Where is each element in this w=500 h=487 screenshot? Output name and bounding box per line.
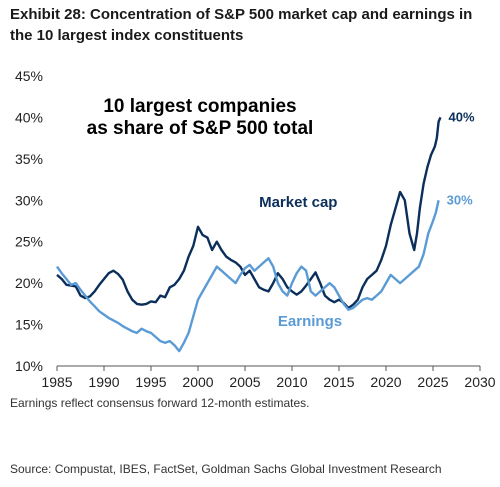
inset-annotation-line: 10 largest companies xyxy=(103,96,296,117)
y-tick-label: 30% xyxy=(15,192,43,208)
x-tick-label: 1985 xyxy=(41,374,72,390)
footnote: Earnings reflect consensus forward 12-mo… xyxy=(10,396,310,410)
x-tick-label: 1990 xyxy=(88,374,119,390)
x-tick-label: 1995 xyxy=(135,374,166,390)
y-tick-label: 45% xyxy=(15,68,43,84)
y-tick-label: 25% xyxy=(15,234,43,250)
y-tick-label: 40% xyxy=(15,109,43,125)
series-name-label-market-cap: Market cap xyxy=(259,194,337,211)
chart-title: Exhibit 28: Concentration of S&P 500 mar… xyxy=(10,6,473,44)
x-tick-label: 2030 xyxy=(464,374,495,390)
x-tick-label: 2010 xyxy=(276,374,307,390)
end-value-label-earnings: 30% xyxy=(447,192,473,207)
x-tick-label: 2020 xyxy=(370,374,401,390)
x-tick-label: 2015 xyxy=(323,374,354,390)
y-tick-label: 10% xyxy=(15,358,43,374)
x-tick-label: 2005 xyxy=(229,374,260,390)
y-tick-label: 20% xyxy=(15,275,43,291)
series-line-earnings xyxy=(56,200,440,353)
y-tick-label: 35% xyxy=(15,151,43,167)
x-tick-label: 2000 xyxy=(182,374,213,390)
source-note: Source: Compustat, IBES, FactSet, Goldma… xyxy=(10,462,442,476)
end-value-label-market-cap: 40% xyxy=(449,109,475,124)
y-tick-label: 15% xyxy=(15,317,43,333)
x-tick-label: 2025 xyxy=(417,374,448,390)
series-name-label-earnings: Earnings xyxy=(278,313,342,330)
series-line-market-cap xyxy=(56,116,442,310)
inset-annotation-line: as share of S&P 500 total xyxy=(87,118,314,139)
